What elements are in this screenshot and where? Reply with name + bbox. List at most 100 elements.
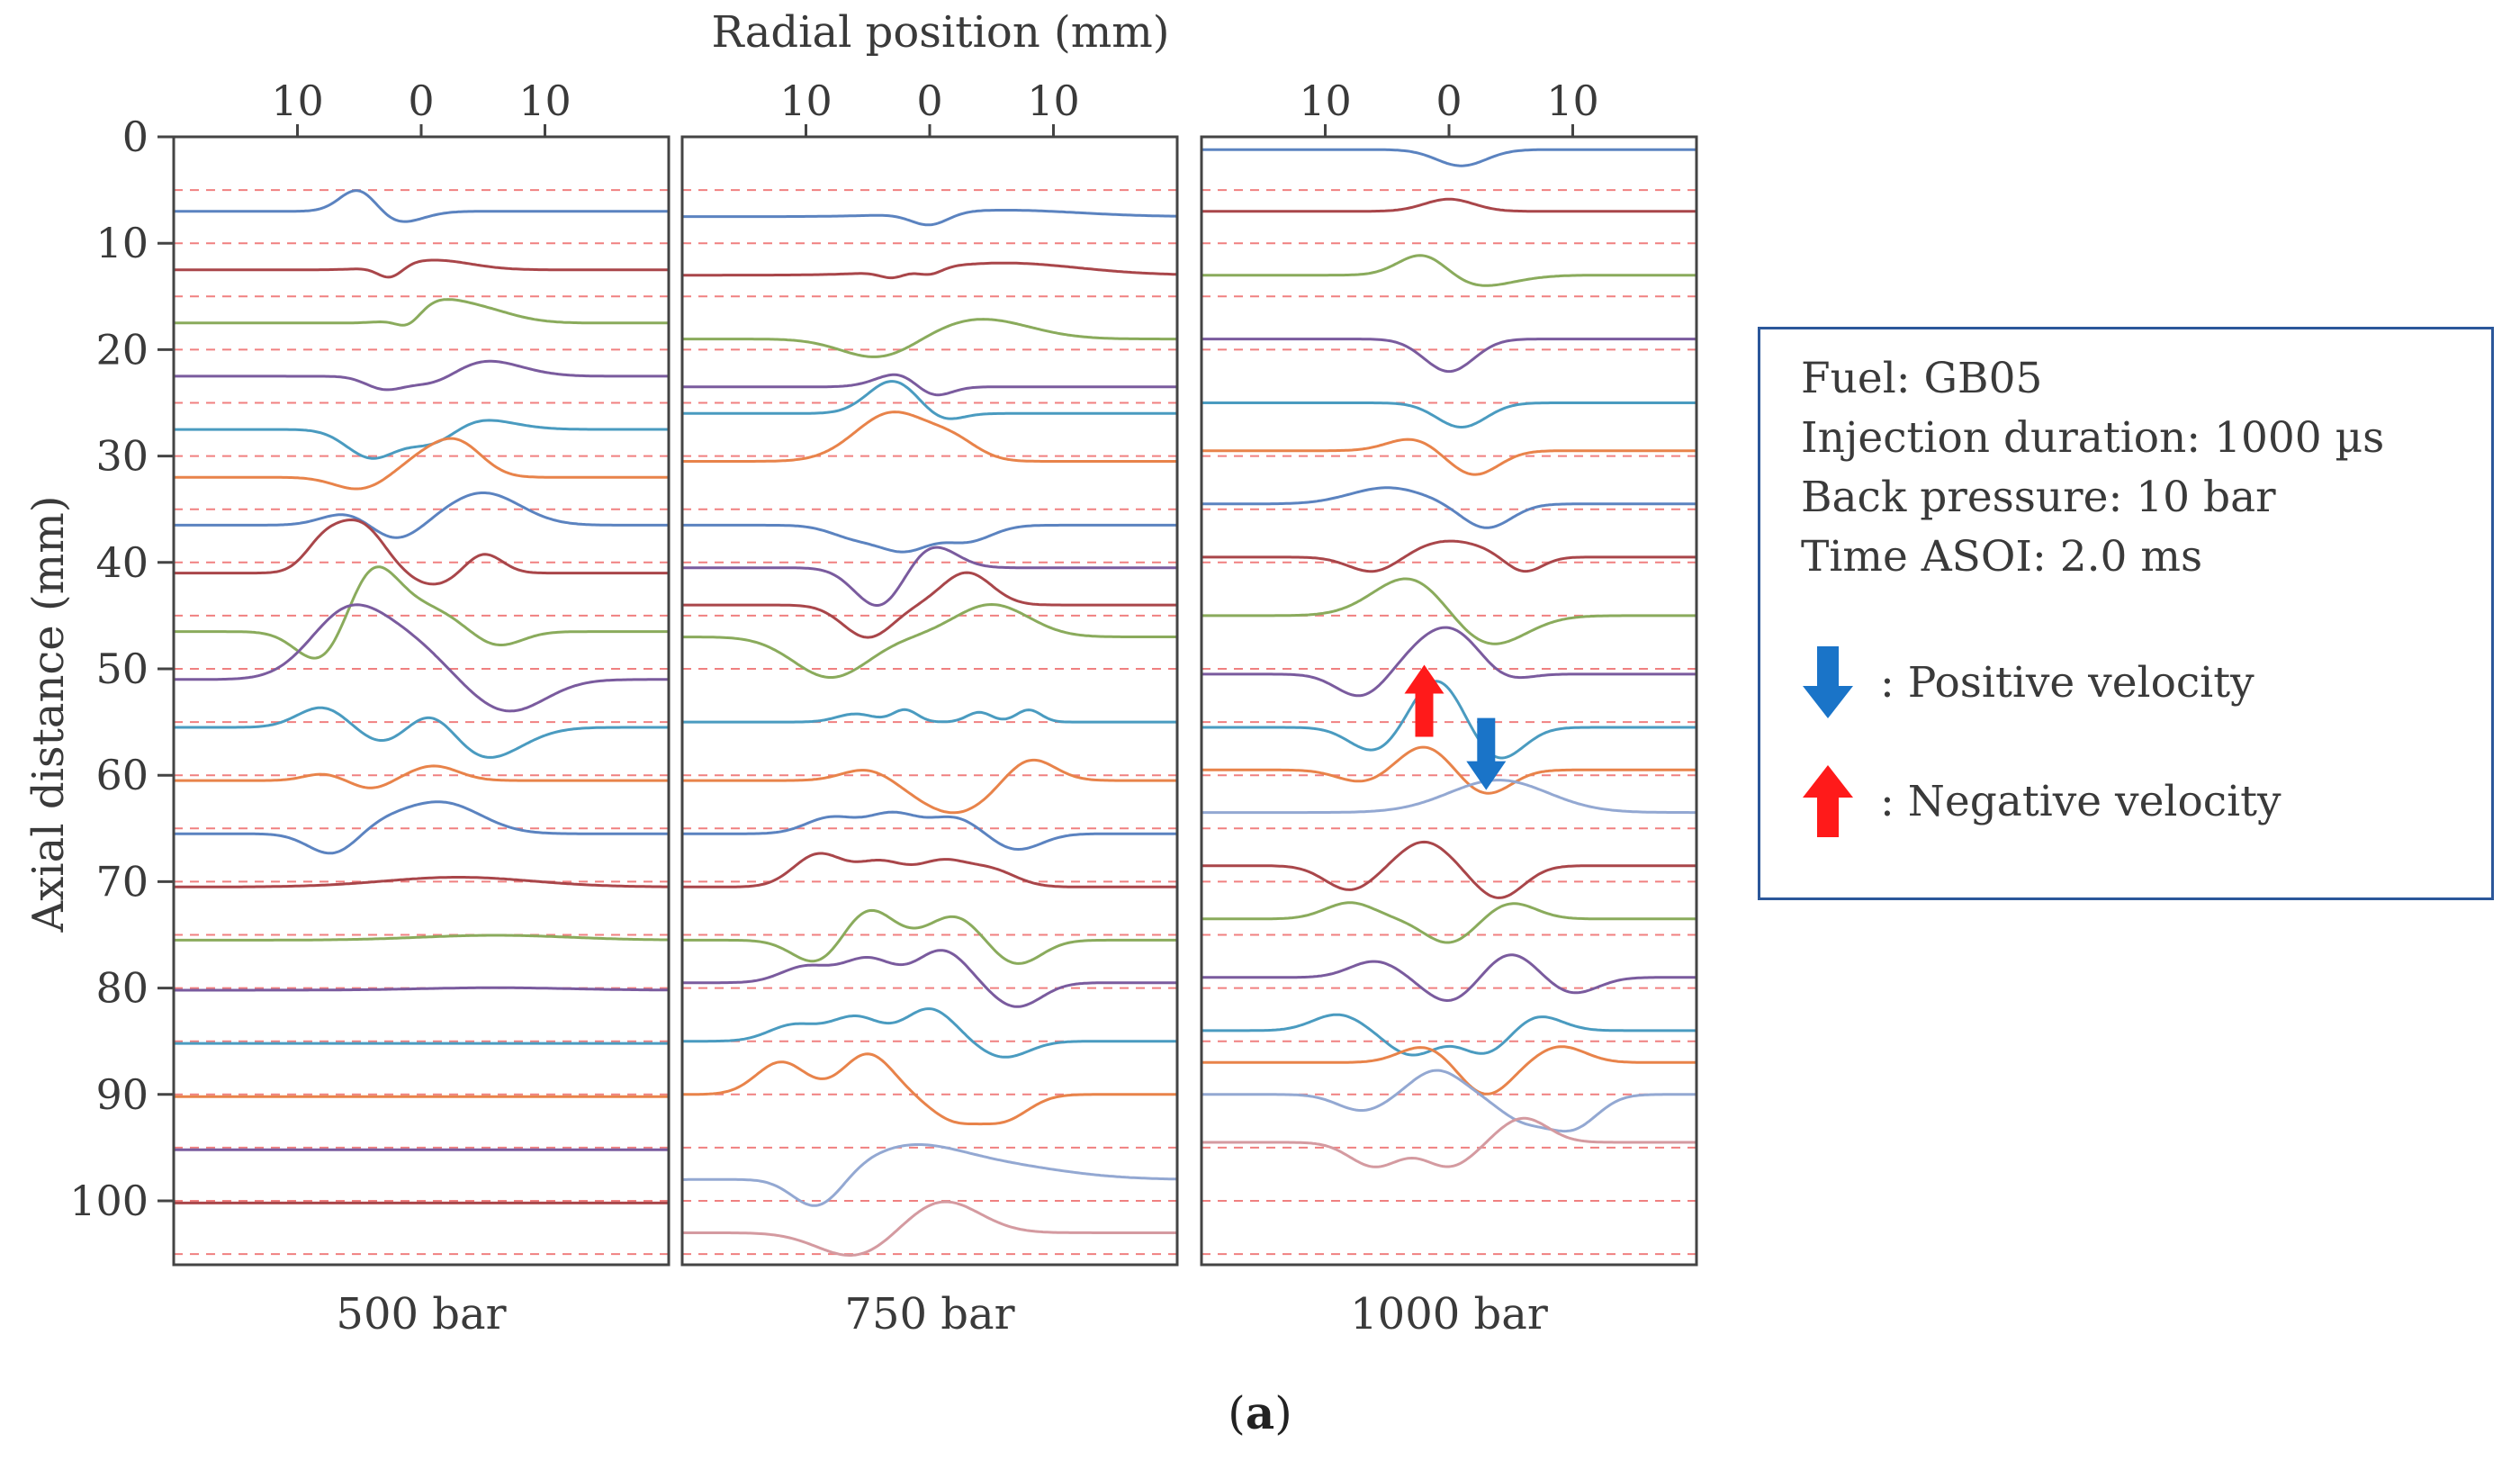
velocity-profile — [1202, 745, 1696, 795]
positive-velocity-arrow — [1466, 717, 1507, 790]
velocity-profile — [682, 852, 1177, 888]
velocity-profile — [1202, 901, 1696, 944]
velocity-profile — [1202, 577, 1696, 645]
velocity-profile — [682, 708, 1177, 724]
y-axis-title: Axial distance (mm) — [23, 496, 74, 933]
velocity-profile — [682, 949, 1177, 1008]
velocity-profile — [1202, 840, 1696, 899]
y-tick-label: 60 — [95, 751, 148, 799]
panels: 10 0 10 500 bar 10 0 10 750 bar 10 0 10 1000 bar — [172, 77, 1698, 1339]
y-tick-label: 0 — [122, 113, 148, 161]
velocity-profile — [682, 546, 1177, 607]
velocity-profile — [682, 209, 1177, 227]
panel-750-bar: 10 0 10 750 bar — [680, 77, 1179, 1339]
caption-letter: a — [1245, 1386, 1275, 1439]
y-tick-label: 100 — [69, 1177, 148, 1225]
x-tick-label: 0 — [1436, 77, 1462, 125]
velocity-profile — [174, 764, 669, 789]
velocity-profile — [1202, 197, 1696, 213]
y-axis-ticks: 0 10 20 30 40 50 60 70 80 90 100 — [69, 113, 174, 1225]
velocity-profile — [682, 318, 1177, 358]
velocity-profile — [1202, 680, 1696, 760]
down-arrow-icon — [1803, 646, 1853, 718]
negative-velocity-arrow — [1404, 664, 1444, 737]
panel-label: 750 bar — [844, 1289, 1014, 1339]
y-tick-label: 70 — [95, 857, 148, 906]
velocity-profile — [174, 518, 669, 586]
velocity-profile — [682, 1007, 1177, 1059]
up-arrow-icon — [1803, 765, 1853, 837]
panel-label: 500 bar — [336, 1289, 506, 1339]
velocity-profile — [1202, 401, 1696, 429]
velocity-profile — [174, 986, 669, 992]
velocity-profile — [174, 565, 669, 660]
velocity-profile — [1202, 254, 1696, 287]
legend-positive-label: : Positive velocity — [1880, 657, 2254, 708]
figure-caption: (a) — [1206, 1386, 1314, 1439]
x-tick-label: 0 — [916, 77, 942, 125]
velocity-profile — [174, 933, 669, 942]
velocity-profile — [682, 1200, 1177, 1257]
velocity-profile — [1202, 539, 1696, 573]
velocity-profile — [174, 419, 669, 460]
velocity-profile — [682, 1052, 1177, 1126]
velocity-profile — [174, 359, 669, 392]
velocity-profile — [174, 258, 669, 279]
velocity-profile — [682, 261, 1177, 280]
x-tick-label: 10 — [1027, 77, 1080, 125]
velocity-profile — [682, 810, 1177, 852]
velocity-profile — [1202, 953, 1696, 1003]
velocity-profile — [682, 523, 1177, 554]
velocity-profile — [1202, 1013, 1696, 1057]
velocity-profile — [1202, 338, 1696, 374]
x-tick-label: 10 — [1299, 77, 1352, 125]
velocity-profile — [682, 1143, 1177, 1207]
y-tick-label: 30 — [95, 432, 148, 481]
velocity-profile — [1202, 1116, 1696, 1168]
velocity-profile — [174, 298, 669, 327]
velocity-profile — [682, 908, 1177, 965]
x-tick-label: 0 — [408, 77, 434, 125]
velocity-profile — [1202, 437, 1696, 476]
legend-injection-duration: Injection duration: 1000 µs — [1801, 413, 2385, 463]
velocity-profile — [1202, 626, 1696, 698]
velocity-profile — [1202, 1069, 1696, 1133]
panel-1000-bar: 10 0 10 1000 bar — [1200, 77, 1698, 1339]
legend-negative-label: : Negative velocity — [1880, 776, 2282, 826]
panel-label: 1000 bar — [1350, 1289, 1548, 1339]
velocity-profile — [1202, 1045, 1696, 1096]
velocity-profile — [174, 189, 669, 223]
velocity-arrows — [1404, 664, 1507, 790]
velocity-profile — [1202, 148, 1696, 167]
x-tick-label: 10 — [1546, 77, 1599, 125]
velocity-profile — [174, 800, 669, 855]
y-tick-label: 90 — [95, 1070, 148, 1119]
x-tick-label: 10 — [271, 77, 324, 125]
x-axis-title: Radial position (mm) — [712, 7, 1170, 58]
x-tick-label: 10 — [518, 77, 572, 125]
velocity-profile — [682, 602, 1177, 679]
velocity-profile — [1202, 779, 1696, 815]
velocity-profile — [1202, 486, 1696, 529]
caption-open: ( — [1228, 1387, 1246, 1439]
legend-negative: : Negative velocity — [1801, 765, 2282, 837]
caption-close: ) — [1274, 1387, 1292, 1439]
velocity-profile — [174, 492, 669, 539]
legend-back-pressure: Back pressure: 10 bar — [1801, 473, 2276, 522]
velocity-profile — [174, 876, 669, 888]
legend-positive: : Positive velocity — [1801, 646, 2254, 718]
velocity-profile — [174, 603, 669, 713]
legend-time-asoi: Time ASOI: 2.0 ms — [1801, 532, 2203, 582]
velocity-profile — [682, 410, 1177, 463]
y-tick-label: 40 — [95, 538, 148, 587]
legend-fuel: Fuel: GB05 — [1801, 354, 2043, 403]
velocity-profile — [682, 571, 1177, 639]
y-tick-label: 80 — [95, 964, 148, 1013]
y-tick-label: 50 — [95, 645, 148, 693]
y-tick-label: 20 — [95, 325, 148, 374]
y-tick-label: 10 — [95, 219, 148, 267]
velocity-profile — [682, 380, 1177, 420]
legend-box: Fuel: GB05 Injection duration: 1000 µs B… — [1758, 327, 2494, 900]
panel-500-bar: 10 0 10 500 bar — [172, 77, 670, 1339]
